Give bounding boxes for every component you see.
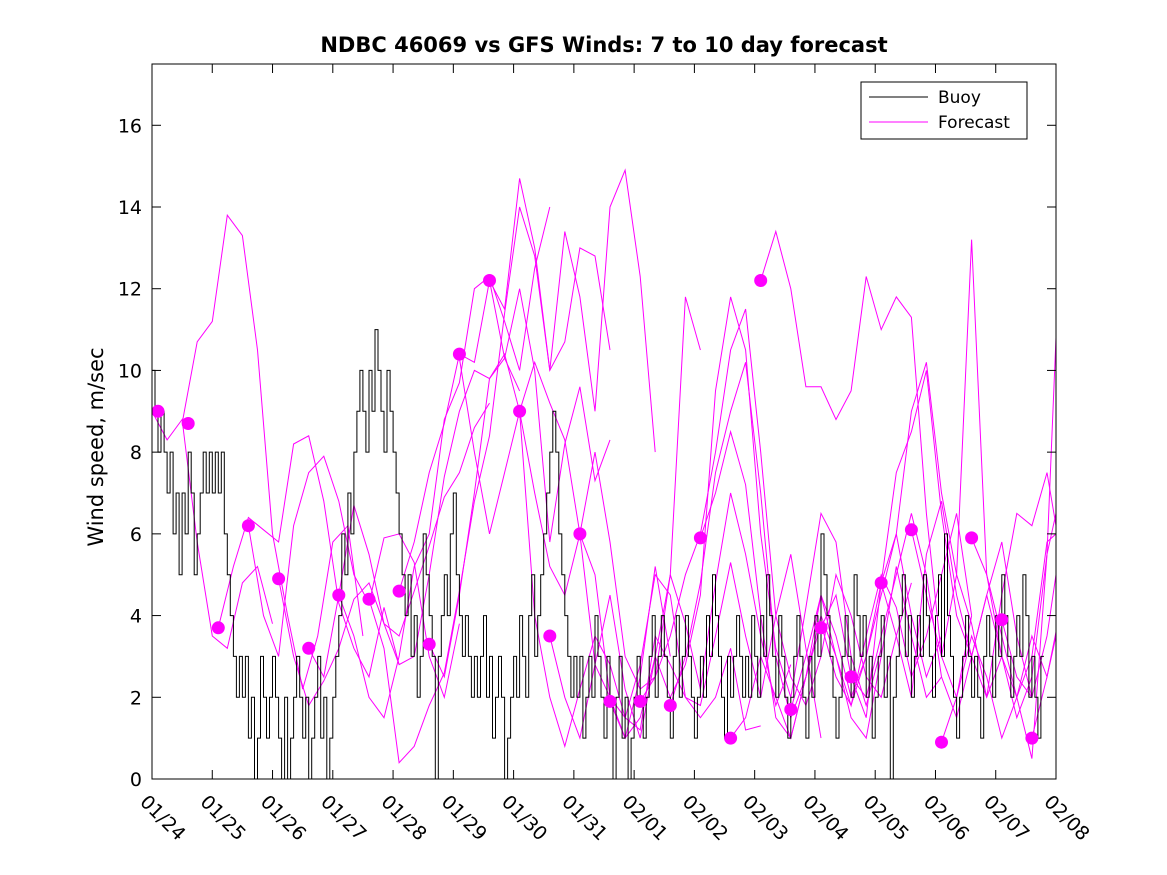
forecast-line-13 [519, 411, 761, 749]
x-tick-label: 02/05 [859, 791, 913, 845]
x-tick-label: 01/24 [135, 791, 189, 845]
forecast-marker [603, 694, 617, 708]
x-tick-label: 01/26 [256, 791, 310, 845]
x-tick-label: 02/03 [738, 791, 792, 845]
y-tick-label: 0 [130, 769, 142, 791]
forecast-line-26 [910, 239, 1056, 700]
forecast-line-14 [549, 492, 792, 740]
x-tick-label: 01/29 [437, 791, 491, 845]
forecast-marker [181, 417, 195, 430]
forecast-line-9 [398, 168, 656, 592]
y-tick-label: 16 [118, 115, 142, 137]
legend-label-forecast: Forecast [938, 113, 1010, 133]
forecast-markers [151, 274, 1039, 749]
forecast-marker [422, 637, 436, 651]
forecast-line-4 [247, 455, 460, 700]
forecast-marker [724, 731, 738, 745]
y-tick-label: 10 [118, 360, 142, 382]
chart-title: NDBC 46069 vs GFS Winds: 7 to 10 day for… [320, 33, 887, 57]
forecast-marker [211, 621, 225, 635]
x-axis: 01/24 01/25 01/26 01/27 01/28 01/29 01/30 01/31… [135, 64, 1094, 845]
y-axis-label: Wind speed, m/sec [84, 347, 108, 546]
x-tick-label: 02/01 [618, 791, 672, 845]
forecast-marker [483, 274, 496, 287]
y-axis: 0 2 4 6 8 10 12 14 16 [118, 115, 1056, 791]
forecast-marker [814, 621, 828, 635]
x-tick-label: 01/30 [497, 791, 551, 845]
forecast-marker [1025, 731, 1039, 745]
y-tick-label: 6 [130, 524, 142, 546]
forecast-marker [392, 584, 406, 598]
forecast-line-23 [820, 370, 1033, 718]
forecast-line-12 [489, 280, 611, 543]
forecast-marker [693, 531, 707, 545]
forecast-marker [965, 531, 979, 545]
forecast-line-15 [579, 533, 822, 739]
x-tick-label: 02/07 [979, 791, 1033, 845]
plot-frame [151, 63, 1057, 780]
forecast-line-30 [1031, 635, 1056, 739]
forecast-line-18 [669, 362, 942, 740]
forecast-marker [362, 592, 376, 606]
forecast-marker [904, 523, 918, 537]
forecast-marker [663, 699, 677, 712]
forecast-lines [152, 168, 1056, 764]
buoy-line-group [152, 329, 1044, 779]
forecast-marker [844, 670, 858, 684]
forecast-marker [332, 588, 346, 602]
buoy-line [152, 329, 1044, 779]
forecast-line-7 [338, 206, 551, 719]
forecast-line-11 [458, 358, 671, 740]
x-tick-label: 02/02 [678, 791, 732, 845]
forecast-marker [302, 641, 316, 655]
forecast-marker [272, 572, 286, 586]
forecast-line-1 [152, 411, 273, 650]
y-tick-label: 8 [130, 442, 142, 464]
forecast-marker [151, 404, 165, 418]
y-tick-label: 14 [118, 197, 142, 219]
legend-label-buoy: Buoy [938, 88, 981, 108]
forecast-marker [543, 629, 557, 643]
forecast-line-2 [181, 213, 364, 690]
forecast-line-28 [971, 337, 1056, 759]
forecast-line-22 [790, 501, 1003, 710]
y-tick-label: 4 [130, 606, 142, 628]
x-tick-label: 02/04 [798, 791, 852, 845]
legend-box [860, 81, 1028, 140]
forecast-line-3 [217, 435, 400, 679]
y-tick-label: 12 [118, 279, 142, 301]
forecast-marker [995, 613, 1009, 627]
forecast-marker [784, 703, 798, 716]
x-tick-label: 02/08 [1039, 791, 1093, 845]
forecast-line-27 [941, 631, 1056, 743]
x-tick-label: 02/06 [919, 791, 973, 845]
x-tick-label: 01/25 [196, 791, 250, 845]
forecast-line-25 [880, 362, 1056, 698]
x-tick-label: 01/27 [316, 791, 370, 845]
forecast-marker [573, 527, 587, 541]
forecast-line-21 [760, 229, 973, 700]
forecast-marker [874, 576, 888, 590]
forecast-marker [241, 519, 255, 533]
forecast-line-8 [368, 206, 611, 764]
forecast-marker [935, 735, 948, 749]
x-tick-label: 01/28 [377, 791, 431, 845]
y-tick-label: 2 [130, 687, 142, 709]
forecast-marker [633, 694, 647, 708]
forecast-marker [754, 274, 768, 287]
x-tick-label: 01/31 [557, 791, 611, 845]
forecast-marker [513, 404, 527, 418]
legend: Buoy Forecast [860, 81, 1028, 140]
forecast-marker [452, 347, 466, 361]
